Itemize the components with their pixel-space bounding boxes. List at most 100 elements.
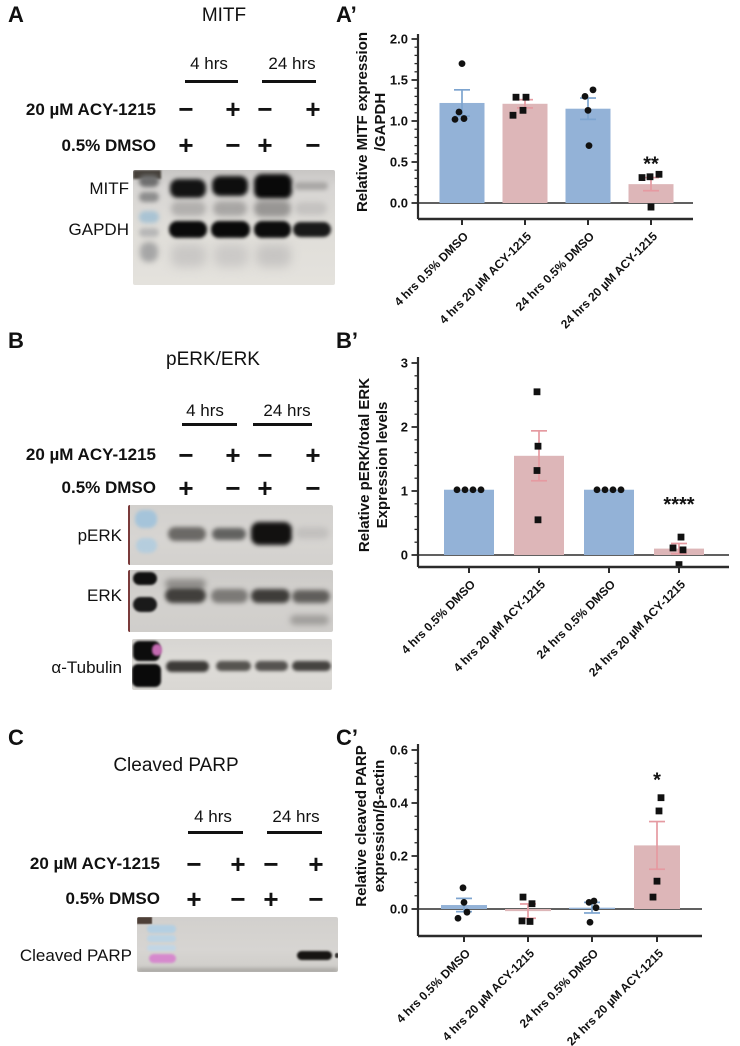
treatment-sign: +: [186, 884, 202, 914]
blot-band: [210, 220, 251, 239]
treatment-sign: −: [257, 94, 273, 124]
band-label-erk: ERK: [87, 586, 122, 605]
time-header-24hrs: 24 hrs: [268, 54, 316, 73]
treatment-sign: +: [257, 130, 273, 160]
blot-band: [135, 510, 157, 529]
svg-text:****: ****: [663, 494, 694, 516]
blot-title-perk-erk: pERK/ERK: [166, 349, 260, 370]
band-label-perk: pERK: [77, 526, 122, 545]
blot-band: [152, 643, 162, 656]
underline-24hrs: [267, 831, 322, 834]
time-header-4hrs: 4 hrs: [190, 54, 228, 73]
blot-band: [139, 211, 160, 223]
blot-band: [128, 505, 131, 565]
blot-band: [133, 170, 162, 179]
treatment-sign: +: [178, 130, 194, 160]
blot-band: [254, 174, 292, 199]
panel-label-c-prime: C’: [336, 725, 358, 750]
treatment-sign: −: [186, 849, 202, 879]
treatment-label-dmso: 0.5% DMSO: [61, 478, 156, 497]
panel-label-c: C: [8, 725, 24, 750]
treatment-sign: +: [225, 94, 241, 124]
svg-text:2: 2: [401, 420, 408, 435]
blot-band: [251, 522, 292, 545]
time-header-24hrs: 24 hrs: [272, 807, 320, 826]
treatment-sign: −: [230, 884, 246, 914]
treatment-sign: +: [257, 473, 273, 503]
time-header-4hrs: 4 hrs: [194, 807, 232, 826]
svg-text:0.5: 0.5: [390, 155, 408, 170]
blot-band: [147, 944, 177, 952]
blot-band: [292, 660, 331, 672]
svg-text:**: **: [643, 153, 659, 175]
underline-4hrs: [185, 80, 238, 83]
time-header-24hrs: 24 hrs: [263, 401, 311, 420]
treatment-label-acy: 20 µM ACY-1215: [29, 854, 160, 873]
blot-band: [293, 181, 328, 190]
blot-band: [128, 570, 131, 632]
blot-band: [256, 243, 291, 267]
svg-text:0: 0: [401, 548, 408, 563]
treatment-sign: +: [308, 849, 324, 879]
blot-band: [164, 578, 206, 590]
blot-band: [213, 243, 249, 267]
blot-band: [212, 528, 246, 541]
band-label-mitf: MITF: [89, 179, 129, 198]
blot-band: [133, 571, 157, 586]
treatment-sign: +: [230, 849, 246, 879]
treatment-sign: −: [263, 849, 279, 879]
western-blot-membrane-cleaved-parp: [137, 917, 338, 972]
band-label-gapdh: GAPDH: [68, 220, 129, 239]
blot-band: [133, 597, 157, 612]
treatment-sign: −: [308, 884, 324, 914]
blot-band: [139, 191, 160, 203]
svg-text:0.0: 0.0: [390, 196, 408, 211]
blot-band: [251, 588, 290, 604]
treatment-label-acy: 20 µM ACY-1215: [25, 445, 156, 464]
western-blot-membrane-mitf-gapdh: [133, 170, 335, 285]
blot-band: [139, 227, 160, 237]
blot-band: [296, 950, 332, 960]
underline-24hrs: [262, 80, 316, 83]
blot-band: [292, 221, 331, 238]
western-blot-membrane-erk: [128, 570, 333, 632]
blot-band: [294, 202, 327, 215]
blot-title-cleaved-parp: Cleaved PARP: [113, 755, 239, 776]
blot-band: [149, 953, 177, 963]
panel-label-a-prime: A’: [336, 2, 357, 27]
blot-band: [289, 614, 329, 625]
treatment-sign: −: [225, 473, 241, 503]
blot-band: [147, 935, 177, 943]
blot-band: [171, 201, 206, 216]
svg-text:0.6: 0.6: [390, 743, 408, 758]
blot-band: [254, 221, 291, 239]
treatment-sign: +: [305, 440, 321, 470]
svg-text:0.0: 0.0: [390, 902, 408, 917]
blot-band: [137, 917, 153, 925]
blot-band: [216, 660, 251, 672]
time-header-4hrs: 4 hrs: [186, 401, 224, 420]
blot-band: [132, 663, 161, 688]
blot-band: [166, 660, 209, 672]
blot-band: [171, 243, 206, 267]
western-blot-membrane-tubulin: [132, 639, 332, 690]
blot-band: [211, 176, 249, 197]
treatment-sign: −: [178, 440, 194, 470]
blot-band: [292, 589, 330, 604]
treatment-sign: +: [305, 94, 321, 124]
blot-band: [136, 538, 157, 553]
blot-band: [170, 178, 206, 198]
panel-label-a: A: [8, 2, 24, 27]
treatment-sign: −: [305, 473, 321, 503]
blot-band: [334, 953, 338, 959]
band-label-tubulin: α-Tubulin: [51, 658, 122, 677]
blot-band: [212, 201, 248, 216]
blot-band: [211, 589, 248, 603]
blot-band: [139, 175, 160, 187]
blot-band: [137, 969, 338, 972]
blot-band: [167, 527, 206, 541]
treatment-sign: −: [305, 130, 321, 160]
svg-text:1.5: 1.5: [390, 73, 408, 88]
